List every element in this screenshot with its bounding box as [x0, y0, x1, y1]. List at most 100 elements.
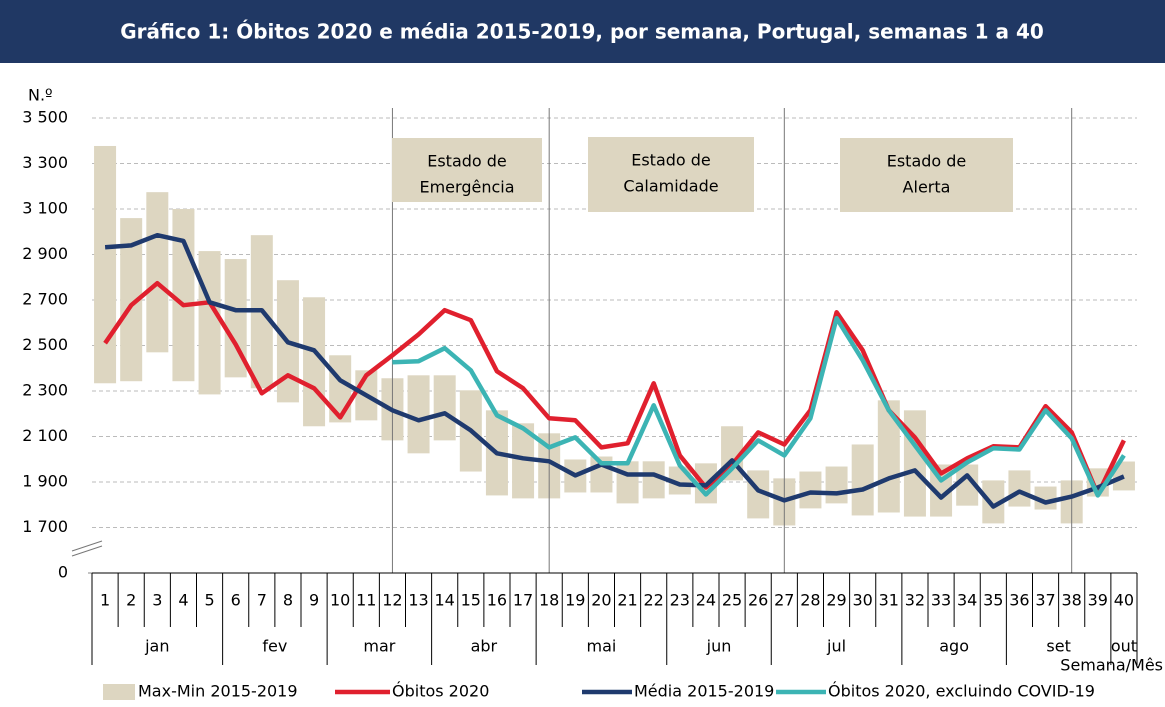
x-group-label: set: [1046, 637, 1070, 656]
x-tick-label: 18: [539, 591, 559, 610]
x-tick-label: 33: [931, 591, 951, 610]
y-tick-label: 3 300: [22, 153, 68, 172]
annotation-label: Alerta: [903, 178, 951, 197]
x-tick-label: 39: [1088, 591, 1108, 610]
range-bar: [982, 480, 1005, 524]
range-bar: [877, 400, 900, 513]
x-group-label: mai: [587, 637, 617, 656]
x-group-label: abr: [471, 637, 498, 656]
x-tick-label: 16: [487, 591, 507, 610]
x-group-label: jul: [826, 637, 846, 656]
x-tick-label: 30: [853, 591, 873, 610]
y-tick-label: 2 900: [22, 244, 68, 263]
x-tick-label: 35: [983, 591, 1003, 610]
x-tick-label: 40: [1114, 591, 1134, 610]
y-tick-label: 2 500: [22, 335, 68, 354]
y-tick-label: 2 300: [22, 381, 68, 400]
annotation-label: Calamidade: [623, 177, 718, 196]
x-tick-label: 7: [257, 591, 267, 610]
x-tick-label: 37: [1035, 591, 1055, 610]
annotation-label: Emergência: [419, 178, 514, 197]
legend-swatch: [103, 684, 135, 700]
range-bar: [198, 251, 221, 395]
range-bar: [224, 259, 247, 378]
range-bar: [851, 444, 874, 516]
range-bar: [329, 355, 352, 423]
x-axis-label: Semana/Mês: [1060, 656, 1163, 675]
x-group-label: fev: [262, 637, 287, 656]
x-tick-label: 15: [461, 591, 481, 610]
y-tick-label: 1 900: [22, 472, 68, 491]
x-tick-label: 2: [126, 591, 136, 610]
x-tick-label: 38: [1062, 591, 1082, 610]
range-bar: [172, 209, 195, 382]
range-bar: [512, 423, 535, 499]
x-tick-label: 22: [644, 591, 664, 610]
x-tick-label: 9: [309, 591, 319, 610]
legend-label: Max-Min 2015-2019: [138, 682, 298, 701]
x-tick-label: 3: [152, 591, 162, 610]
annotation-box: [392, 138, 542, 202]
range-bar: [407, 375, 430, 454]
legend-label: Média 2015-2019: [634, 682, 774, 701]
y-tick-label: 0: [58, 563, 68, 582]
range-bar: [120, 218, 143, 382]
x-tick-label: 31: [879, 591, 899, 610]
x-tick-label: 17: [513, 591, 533, 610]
range-bar: [146, 192, 169, 353]
x-tick-label: 25: [722, 591, 742, 610]
x-group-label: out: [1111, 637, 1137, 656]
chart-title: Gráfico 1: Óbitos 2020 e média 2015-2019…: [120, 20, 1044, 44]
x-tick-label: 5: [204, 591, 214, 610]
y-tick-label: 3 500: [22, 108, 68, 127]
x-tick-label: 36: [1009, 591, 1029, 610]
x-tick-label: 8: [283, 591, 293, 610]
range-bar: [1034, 486, 1057, 510]
annotation-label: Estado de: [427, 152, 507, 171]
x-tick-label: 13: [408, 591, 428, 610]
range-bar: [642, 461, 665, 499]
range-bar: [799, 471, 822, 509]
range-bar: [94, 145, 117, 384]
x-tick-label: 14: [435, 591, 455, 610]
x-tick-label: 29: [826, 591, 846, 610]
range-bar: [1112, 461, 1135, 491]
legend-label: Óbitos 2020, excluindo COVID-19: [828, 682, 1095, 701]
series-line: [103, 280, 1126, 497]
axis-break: [71, 545, 103, 557]
x-group-label: mar: [363, 637, 395, 656]
axis-break: [71, 540, 103, 552]
x-tick-label: 6: [231, 591, 241, 610]
x-group-label: jan: [144, 637, 169, 656]
x-tick-label: 10: [330, 591, 350, 610]
title-banner: [0, 0, 1165, 63]
x-tick-label: 11: [356, 591, 376, 610]
x-tick-label: 23: [670, 591, 690, 610]
x-tick-label: 20: [591, 591, 611, 610]
y-tick-label: 2 100: [22, 426, 68, 445]
range-bar: [956, 464, 979, 506]
x-tick-label: 34: [957, 591, 977, 610]
x-tick-label: 32: [905, 591, 925, 610]
y-tick-label: 1 700: [22, 517, 68, 536]
annotation-box: [840, 138, 1013, 212]
range-bar: [825, 466, 848, 504]
y-axis-label: N.º: [28, 86, 53, 105]
y-tick-label: 3 100: [22, 199, 68, 218]
y-tick-label: 2 700: [22, 290, 68, 309]
range-bar: [1008, 470, 1031, 507]
x-tick-label: 24: [696, 591, 716, 610]
x-tick-label: 27: [774, 591, 794, 610]
legend-label: Óbitos 2020: [392, 682, 489, 701]
x-group-label: ago: [939, 637, 969, 656]
x-tick-label: 12: [382, 591, 402, 610]
x-tick-label: 26: [748, 591, 768, 610]
annotation-box: [588, 137, 754, 212]
range-bar: [433, 375, 456, 441]
x-tick-label: 21: [617, 591, 637, 610]
x-tick-label: 1: [100, 591, 110, 610]
x-tick-label: 19: [565, 591, 585, 610]
series-line: [104, 232, 1125, 509]
x-group-label: jun: [706, 637, 732, 656]
